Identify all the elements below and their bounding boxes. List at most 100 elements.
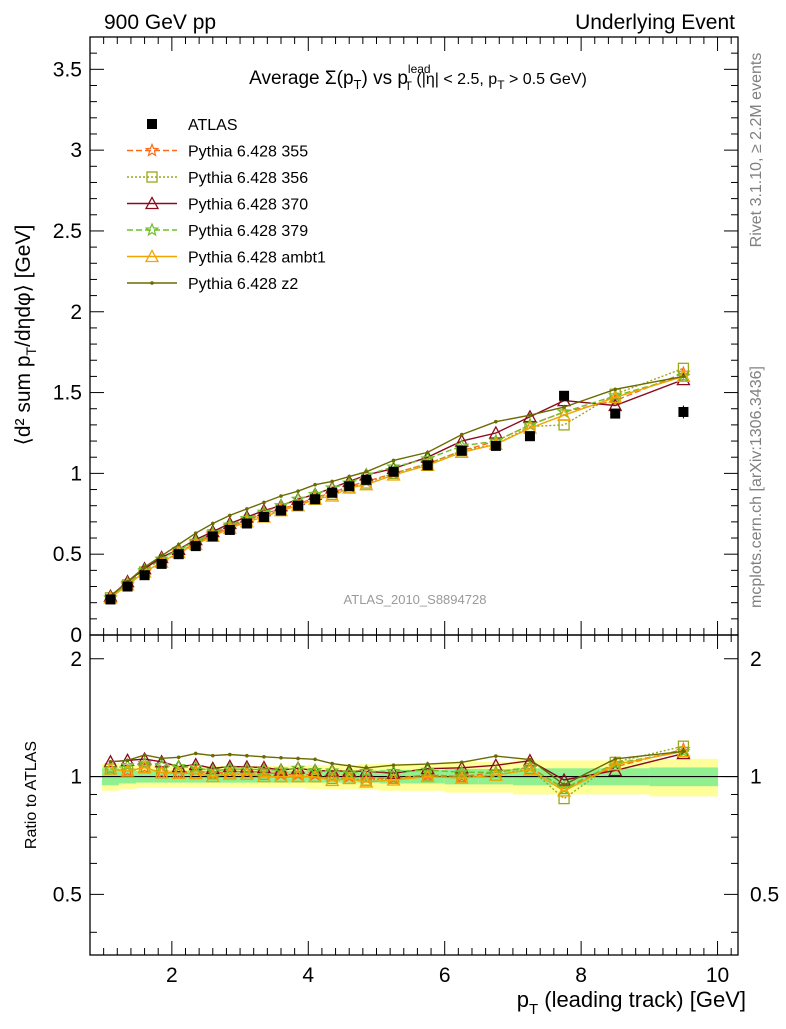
ratio-point-z2 — [279, 755, 283, 760]
point-p379 — [607, 388, 623, 403]
point-ambt1 — [556, 407, 572, 421]
ratio-point-p355 — [120, 763, 135, 778]
ratio-point-ambt1 — [676, 744, 691, 758]
data-point — [207, 531, 218, 542]
ratio-point-ambt1 — [608, 757, 623, 771]
ratio-point-p370 — [522, 753, 538, 767]
header-right: Underlying Event — [575, 11, 735, 34]
point-p379 — [676, 368, 691, 383]
y-tick-label: 1 — [70, 462, 82, 485]
point-z2 — [364, 469, 369, 474]
ratio-y-tick-label-right: 2 — [750, 648, 762, 671]
point-z2 — [528, 413, 532, 417]
ratio-point-p379 — [454, 764, 470, 779]
y-tick-label: 0 — [70, 624, 82, 647]
ratio-y-tick-label-right: 0.5 — [750, 883, 779, 906]
ratio-point-p355 — [137, 759, 152, 774]
point-z2 — [296, 489, 300, 493]
ratio-point-ambt1 — [120, 763, 135, 777]
point-z2 — [330, 479, 334, 484]
ratio-point-p379 — [676, 743, 691, 758]
ratio-point-z2 — [210, 753, 215, 758]
ratio-point-ambt1 — [325, 773, 340, 787]
legend-marker — [144, 196, 160, 210]
point-z2 — [562, 405, 566, 409]
ratio-point-p379 — [205, 763, 221, 778]
point-z2 — [681, 374, 686, 379]
data-point — [122, 581, 133, 592]
legend-item-p355: Pythia 6.428 355 — [127, 142, 308, 161]
ratio-point-ambt1 — [454, 770, 469, 784]
chart-title: Average Σ(pT) vs plead T (|η| < 2.5, pT >… — [249, 62, 587, 93]
legend-label: ATLAS — [188, 117, 238, 134]
ratio-point-z2 — [364, 766, 369, 770]
ratio-point-p379 — [307, 762, 323, 777]
ratio-point-z2 — [245, 753, 249, 758]
ratio-point-ambt1 — [307, 769, 323, 783]
ratio-y-tick-label: 1 — [70, 766, 82, 789]
y-axis-label-main: ⟨d² sum pT/dηdφ⟩ [GeV] — [12, 225, 39, 446]
data-point — [422, 460, 433, 471]
data-point — [361, 474, 372, 485]
y-axis-label-ratio: Ratio to ATLAS — [23, 741, 40, 849]
ratio-point-p379 — [420, 762, 435, 777]
ratio-point-p379 — [239, 761, 255, 776]
mcplots-label: mcplots.cern.ch [arXiv:1306.3436] — [748, 366, 765, 608]
ratio-point-p370 — [290, 760, 306, 774]
legend: ATLAS Pythia 6.428 355 Pythia 6.428 356 Pyt… — [127, 117, 326, 293]
point-z2 — [425, 450, 430, 455]
ratio-point-p379 — [188, 759, 203, 774]
legend-label: Pythia 6.428 z2 — [188, 276, 298, 293]
ratio-point-p379 — [341, 765, 357, 780]
y-tick-label: 1.5 — [53, 382, 82, 405]
ratio-point-z2 — [125, 758, 130, 763]
ratio-point-z2 — [681, 749, 686, 754]
ratio-y-tick-label: 2 — [70, 648, 82, 671]
ratio-point-p355 — [341, 768, 357, 783]
series-line-ambt1 — [110, 375, 684, 599]
legend-item-p379: Pythia 6.428 379 — [127, 222, 308, 240]
data-point — [173, 549, 184, 560]
ratio-point-p379 — [137, 755, 152, 770]
series-line-p355 — [110, 372, 684, 599]
x-tick-label: 2 — [166, 964, 178, 987]
point-z2 — [313, 482, 317, 487]
point-z2 — [193, 531, 198, 535]
legend-marker — [144, 222, 160, 237]
point-z2 — [228, 513, 232, 518]
ratio-point-p379 — [171, 759, 186, 773]
x-tick-label: 10 — [706, 964, 729, 987]
point-z2 — [159, 554, 164, 558]
legend-label: Pythia 6.428 370 — [188, 197, 308, 214]
ratio-frame — [89, 634, 739, 956]
ratio-point-z2 — [159, 756, 164, 761]
y-tick-label: 0.5 — [53, 543, 82, 566]
data-point — [224, 524, 235, 535]
ratio-point-z2 — [108, 759, 113, 764]
ratio-point-p379 — [120, 757, 135, 772]
data-point — [310, 494, 321, 505]
ratio-series-group — [103, 740, 691, 805]
main-data-points — [105, 390, 689, 605]
ratio-point-ambt1 — [386, 772, 401, 786]
ratio-point-z2 — [613, 757, 618, 761]
plot-frames — [89, 36, 739, 956]
series-line-z2 — [110, 375, 684, 597]
ratio-point-p370 — [137, 751, 152, 765]
data-point — [490, 440, 501, 451]
data-point — [105, 594, 116, 605]
data-point — [524, 431, 535, 442]
point-z2 — [494, 419, 498, 424]
data-point — [275, 505, 286, 516]
ratio-point-z2 — [330, 761, 334, 766]
point-z2 — [459, 432, 464, 437]
point-z2 — [142, 565, 147, 569]
rivet-label: Rivet 3.1.10, ≥ 2.2M events — [748, 53, 765, 248]
data-point — [156, 558, 167, 569]
ratio-point-z2 — [228, 752, 232, 757]
data-point — [559, 390, 570, 401]
point-z2 — [210, 521, 215, 526]
legend-label: Pythia 6.428 355 — [188, 144, 308, 161]
